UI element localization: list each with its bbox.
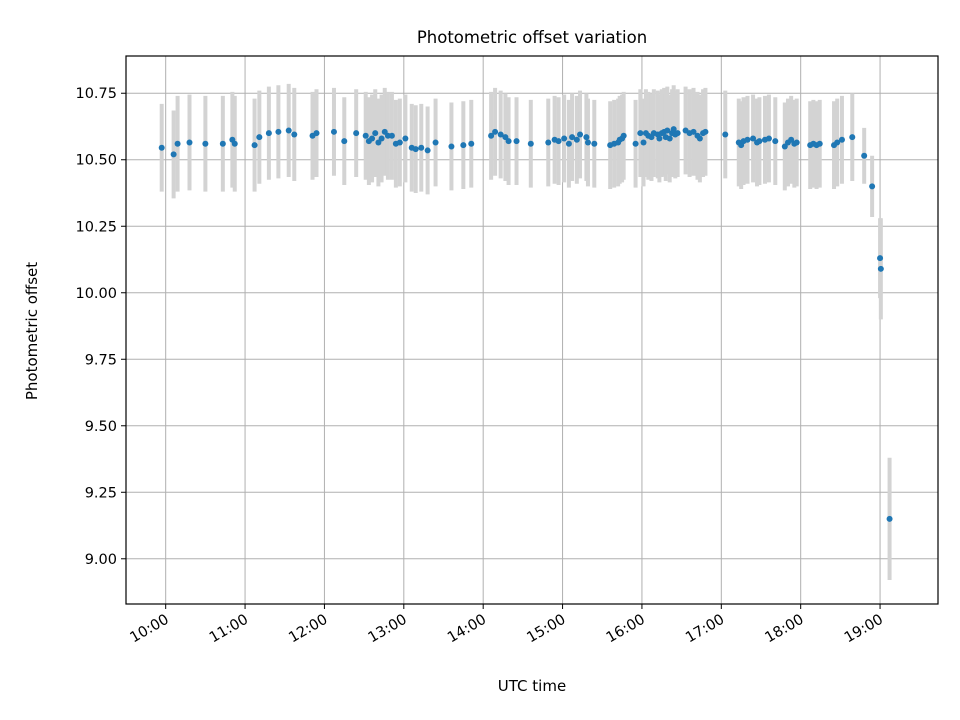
data-point (388, 132, 395, 139)
data-point (372, 130, 379, 137)
data-point (545, 139, 552, 146)
data-point (869, 183, 876, 190)
data-point (861, 152, 868, 159)
data-point (497, 131, 504, 138)
data-point (756, 138, 763, 145)
y-tick-label: 10.00 (75, 286, 117, 302)
data-point (584, 139, 591, 146)
data-point (620, 132, 627, 139)
data-point (265, 130, 272, 137)
data-point (722, 131, 729, 138)
data-point (664, 127, 671, 134)
data-point (378, 135, 385, 142)
data-point (744, 136, 751, 143)
data-point (375, 139, 382, 146)
data-point (583, 134, 590, 141)
data-point (750, 135, 757, 142)
data-point (573, 136, 580, 143)
data-point (816, 140, 823, 147)
data-point (202, 140, 209, 147)
data-point (219, 140, 226, 147)
y-tick-label: 9.25 (85, 485, 117, 501)
data-point (468, 140, 475, 147)
data-point (877, 255, 884, 262)
y-tick-label: 9.00 (85, 552, 117, 568)
data-point (886, 515, 893, 522)
data-point (781, 143, 788, 150)
data-point (418, 144, 425, 151)
data-point (838, 136, 845, 143)
data-point (772, 138, 779, 145)
data-point (186, 139, 193, 146)
data-point (765, 135, 772, 142)
data-point (690, 128, 697, 135)
data-point (488, 132, 495, 139)
data-point (362, 132, 369, 139)
y-tick-label: 10.25 (75, 219, 117, 235)
data-point (793, 139, 800, 146)
data-point (170, 151, 177, 158)
data-point (313, 130, 320, 137)
y-tick-label: 9.75 (85, 352, 117, 368)
data-point (632, 140, 639, 147)
data-point (788, 136, 795, 143)
data-point (674, 130, 681, 137)
data-point (330, 128, 337, 135)
data-point (492, 128, 499, 135)
data-point (256, 134, 263, 141)
data-point (174, 140, 181, 147)
data-point (502, 134, 509, 141)
y-tick-label: 9.50 (85, 419, 117, 435)
data-point (565, 140, 572, 147)
data-point (666, 135, 673, 142)
data-point (513, 138, 520, 145)
data-point (460, 142, 467, 149)
data-point (285, 127, 292, 134)
data-point (577, 131, 584, 138)
data-point (834, 139, 841, 146)
data-point (877, 265, 884, 272)
data-point (637, 130, 644, 137)
data-point (412, 146, 419, 153)
data-point (527, 140, 534, 147)
data-point (448, 143, 455, 150)
data-point (275, 128, 282, 135)
chart-title: Photometric offset variation (417, 28, 647, 47)
data-point (341, 138, 348, 145)
data-point (424, 147, 431, 154)
data-point (291, 131, 298, 138)
y-tick-label: 10.50 (75, 153, 117, 169)
y-tick-label: 10.75 (75, 86, 117, 102)
data-point (505, 138, 512, 145)
data-point (696, 135, 703, 142)
data-point (402, 135, 409, 142)
data-point (849, 134, 856, 141)
data-point (702, 128, 709, 135)
data-points (158, 126, 893, 522)
data-point (640, 139, 647, 146)
data-point (561, 135, 568, 142)
data-point (656, 135, 663, 142)
data-point (670, 126, 677, 133)
data-point (158, 144, 165, 151)
data-point (591, 140, 598, 147)
data-point (555, 138, 562, 145)
data-point (569, 134, 576, 141)
grid (126, 56, 938, 604)
data-point (251, 142, 258, 149)
data-point (353, 130, 360, 137)
plot-frame (125, 55, 939, 605)
data-point (369, 135, 376, 142)
y-axis-label: Photometric offset (23, 262, 41, 400)
data-point (432, 139, 439, 146)
data-point (396, 139, 403, 146)
x-axis-label: UTC time (498, 677, 566, 695)
data-point (231, 140, 238, 147)
y-axis-ticks: 9.00 9.25 9.50 9.75 10.00 10.25 10.50 10.75 (75, 86, 126, 568)
data-point (381, 128, 388, 135)
